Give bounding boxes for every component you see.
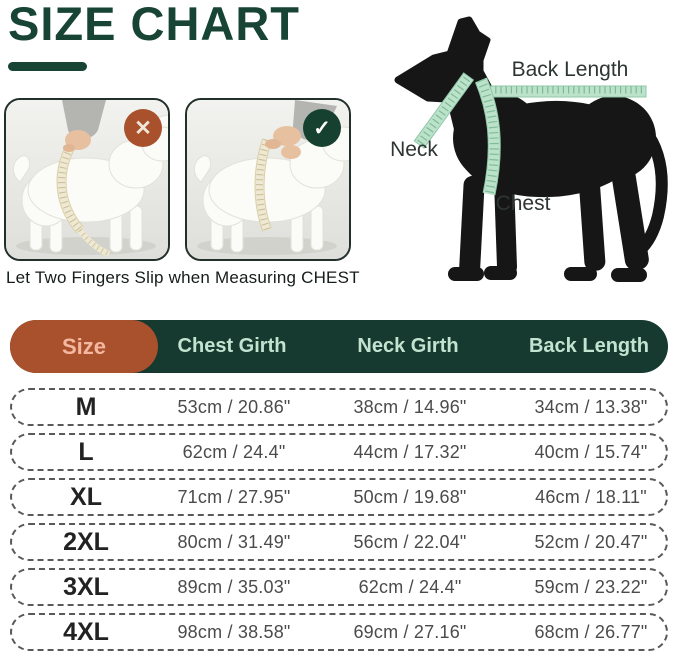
back-length-tape (487, 85, 647, 98)
mannequin-leg (129, 205, 143, 251)
dog-ear (467, 25, 491, 69)
size-cell: 4XL (63, 617, 109, 646)
size-cell: XL (70, 482, 102, 511)
back-length-cell: 40cm / 15.74" (534, 441, 648, 462)
hand (281, 145, 301, 159)
chest-girth-cell: 62cm / 24.4" (182, 441, 286, 462)
dog-tail (619, 110, 668, 257)
table-body: M 53cm / 20.86" 38cm / 14.96" 34cm / 13.… (10, 388, 668, 651)
neck-girth-cell: 44cm / 17.32" (353, 441, 467, 462)
measuring-hand (62, 100, 106, 152)
dog-front-leg (494, 180, 518, 276)
chest-girth-cell: 98cm / 38.58" (177, 621, 291, 642)
hand (273, 126, 301, 146)
mannequin-leg (310, 205, 324, 251)
size-cell: L (78, 437, 94, 466)
x-glyph: ✕ (134, 116, 152, 140)
measuring-wrong-card: ✕ (4, 98, 170, 261)
back-length-cell: 68cm / 26.77" (534, 621, 648, 642)
neck-girth-cell: 50cm / 19.68" (353, 486, 467, 507)
chest-girth-cell: 89cm / 35.03" (177, 576, 291, 597)
dog-front-leg (459, 175, 485, 276)
neck-girth-cell: 62cm / 24.4" (358, 576, 462, 597)
size-cell: M (75, 392, 97, 421)
table-row: M 53cm / 20.86" 38cm / 14.96" 34cm / 13.… (10, 388, 668, 426)
header-neck: Neck Girth (357, 335, 459, 357)
header-size: Size (61, 333, 107, 359)
table-row: XL 71cm / 27.95" 50cm / 19.68" 46cm / 18… (10, 478, 668, 516)
dog-foot (611, 268, 647, 282)
back-length-cell: 46cm / 18.11" (535, 486, 647, 507)
fingers (265, 139, 281, 149)
back-length-cell: 52cm / 20.47" (534, 531, 648, 552)
x-icon: ✕ (124, 109, 162, 147)
dog-mannequin (194, 126, 349, 253)
header-back: Back Length (528, 335, 650, 357)
table-row: 3XL 89cm / 35.03" 62cm / 24.4" 59cm / 23… (10, 568, 668, 606)
header-chest: Chest Girth (177, 335, 287, 357)
dog-hind-leg (611, 165, 649, 271)
dog-diagram-svg: Back Length Neck Chest (390, 16, 668, 282)
table-header: Size Chest Girth Neck Girth Back Length (10, 320, 668, 373)
table-row: 2XL 80cm / 31.49" 56cm / 22.04" 52cm / 2… (10, 523, 668, 561)
neck-girth-cell: 56cm / 22.04" (353, 531, 467, 552)
chest-tape (474, 77, 501, 196)
dog-foot (484, 266, 517, 280)
size-cell: 2XL (63, 527, 109, 556)
chest-girth-cell: 71cm / 27.95" (177, 486, 291, 507)
dog-foot (564, 267, 597, 281)
chest-girth-cell: 53cm / 20.86" (177, 396, 291, 417)
measuring-caption: Let Two Fingers Slip when Measuring CHES… (6, 268, 360, 287)
neck-tape (413, 72, 475, 149)
table-row: 4XL 98cm / 38.58" 69cm / 27.16" 68cm / 2… (10, 613, 668, 651)
tape-measure-loose (56, 141, 111, 257)
dog-measurement-diagram: Back Length Neck Chest (368, 16, 668, 301)
title-underline (8, 62, 87, 71)
size-table: Size Chest Girth Neck Girth Back Length … (10, 320, 668, 658)
dog-silhouette (394, 16, 668, 282)
tape-measure-snug (254, 138, 272, 232)
table-row: L 62cm / 24.4" 44cm / 17.32" 40cm / 15.7… (10, 433, 668, 471)
dog-hind-leg (578, 170, 606, 271)
back-length-cell: 59cm / 23.22" (534, 576, 648, 597)
back-length-cell: 34cm / 13.38" (534, 396, 648, 417)
neck-girth-cell: 38cm / 14.96" (353, 396, 467, 417)
chest-label: Chest (496, 192, 551, 215)
neck-girth-cell: 69cm / 27.16" (353, 621, 467, 642)
sleeve (62, 100, 106, 139)
page-title: SIZE CHART (8, 0, 300, 50)
chest-girth-cell: 80cm / 31.49" (177, 531, 291, 552)
neck-label: Neck (390, 138, 438, 161)
fingers (63, 144, 75, 152)
size-header-pill (10, 320, 158, 373)
back-length-label: Back Length (512, 58, 629, 81)
check-glyph: ✓ (313, 116, 331, 140)
mannequin-tail (194, 155, 212, 183)
check-icon: ✓ (303, 109, 341, 147)
mannequin-tail (13, 155, 31, 183)
measuring-right-card: ✓ (185, 98, 351, 261)
dog-foot (448, 267, 484, 281)
measuring-right-illustration (187, 100, 349, 259)
size-cell: 3XL (63, 572, 109, 601)
